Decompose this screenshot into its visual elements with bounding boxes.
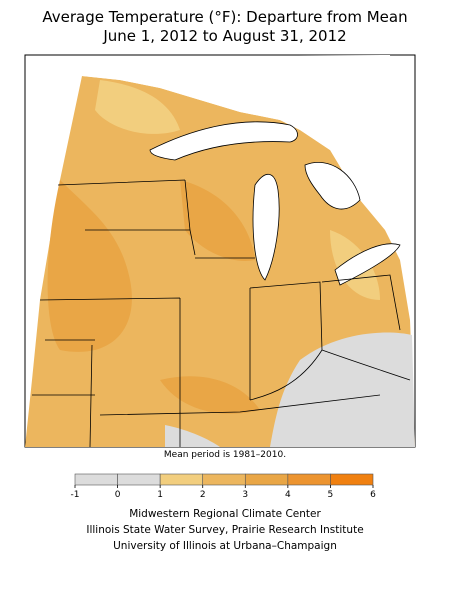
legend-swatch bbox=[287, 473, 331, 486]
credit: University of Illinois at Urbana–Champai… bbox=[113, 540, 337, 552]
region bbox=[270, 332, 415, 447]
legend-tick-label: 3 bbox=[242, 490, 248, 500]
canada bbox=[82, 55, 395, 150]
state-borders bbox=[32, 179, 411, 448]
legend-tick-label: 4 bbox=[285, 490, 291, 500]
lake-huron bbox=[304, 162, 361, 210]
title: Average Temperature (°F): Departure from… bbox=[42, 8, 407, 26]
note: Mean period is 1981–2010. bbox=[164, 450, 286, 460]
map bbox=[24, 54, 416, 448]
legend: -1 0 1 2 3 4 5 6 bbox=[71, 473, 376, 500]
lake-superior bbox=[149, 121, 298, 161]
legend-swatch bbox=[74, 473, 118, 486]
legend-tick-label: 0 bbox=[115, 490, 121, 500]
legend-swatch bbox=[244, 473, 289, 486]
legend-swatch bbox=[202, 473, 246, 486]
legend-tick-label: 6 bbox=[370, 490, 376, 500]
legend-tick-label: 1 bbox=[157, 490, 163, 500]
legend-swatch bbox=[159, 473, 204, 486]
legend-tick-label: 5 bbox=[328, 490, 334, 500]
region bbox=[180, 180, 255, 261]
lake-michigan bbox=[252, 173, 280, 281]
lake-erie bbox=[334, 243, 401, 286]
credit: Midwestern Regional Climate Center bbox=[129, 508, 321, 520]
legend-swatch bbox=[117, 473, 161, 486]
legend-tick-label: 2 bbox=[200, 490, 206, 500]
legend-swatch bbox=[330, 473, 374, 486]
region bbox=[160, 376, 260, 414]
region bbox=[165, 425, 220, 447]
legend-tick-label: -1 bbox=[71, 490, 80, 500]
region bbox=[47, 180, 132, 352]
credit: Illinois State Water Survey, Prairie Res… bbox=[86, 524, 363, 536]
region bbox=[95, 80, 180, 134]
subtitle: June 1, 2012 to August 31, 2012 bbox=[102, 27, 346, 45]
